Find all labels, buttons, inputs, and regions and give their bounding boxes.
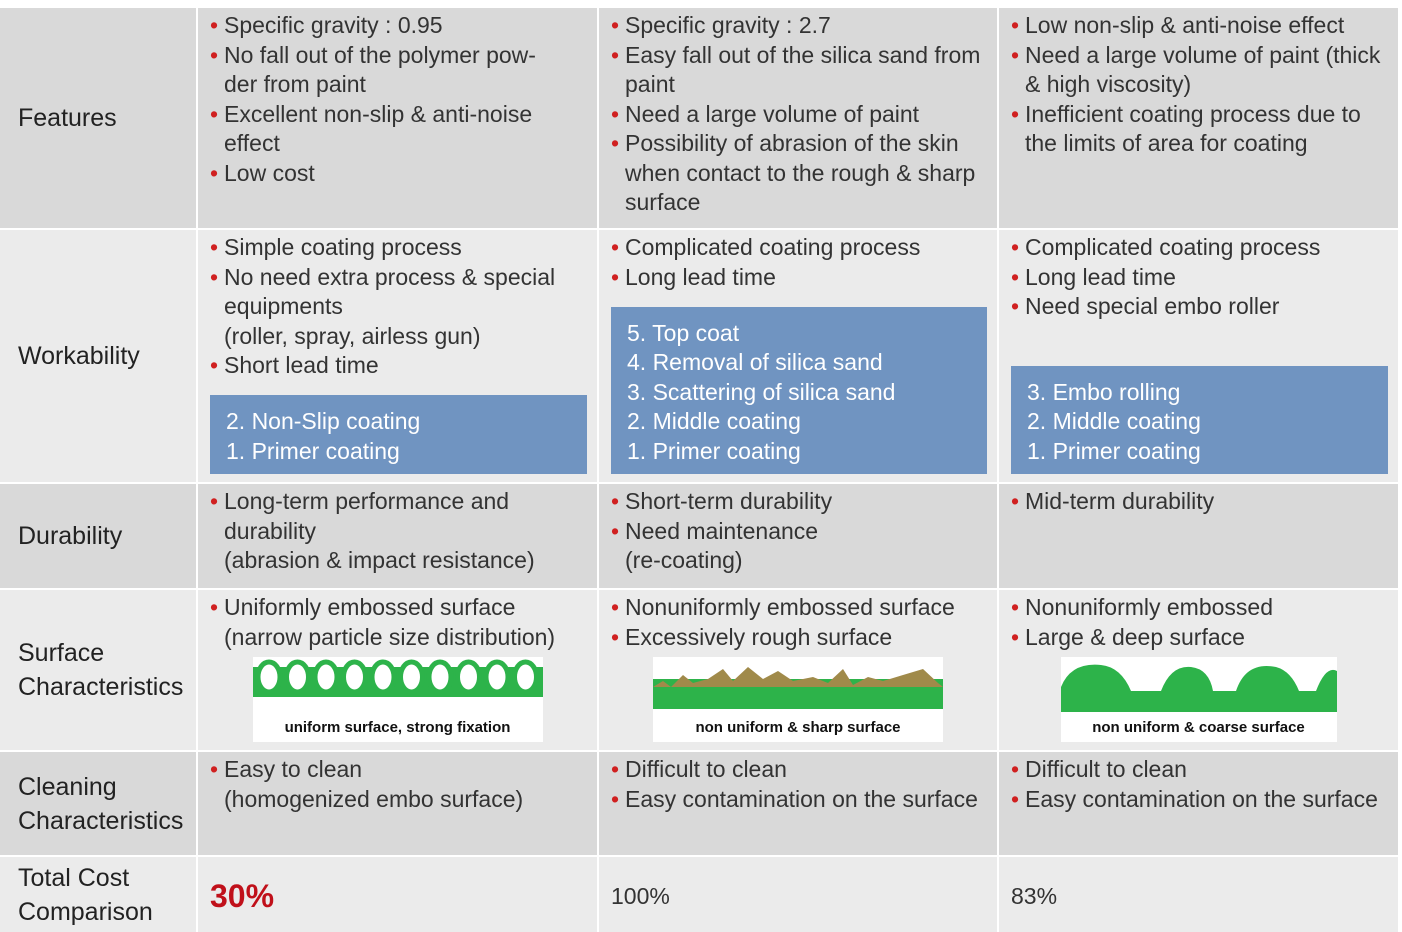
process-steps: 3. Embo rolling 2. Middle coating 1. Prime… — [1011, 365, 1388, 474]
process-step: 3. Scattering of silica sand — [627, 378, 896, 405]
bullet-item: Easy to clean (homogenized embo surface) — [210, 755, 587, 814]
process-step: 2. Middle coating — [1027, 408, 1201, 434]
cost-value: 30% — [210, 877, 275, 914]
surface-illustration: uniform surface, strong fixation — [252, 657, 543, 742]
bullet-item: Difficult to clean — [611, 755, 987, 785]
bullet-item: Specific gravity : 0.95 — [210, 11, 587, 41]
table-cell: Specific gravity : 2.7Easy fall out of t… — [599, 8, 997, 228]
process-step: 2. Middle coating — [627, 408, 801, 434]
table-cell: Mid-term durability — [999, 484, 1398, 588]
table-cell: Specific gravity : 0.95No fall out of th… — [198, 8, 597, 228]
table-cell: Short-term durabilityNeed maintenance (r… — [599, 484, 997, 588]
table-cell: Complicated coating processLong lead tim… — [999, 230, 1398, 482]
bullet-item: Uniformly embossed surface (narrow parti… — [210, 593, 587, 652]
surface-drawing — [1060, 664, 1337, 712]
process-step: 1. Primer coating — [627, 437, 801, 464]
table-cell: Difficult to cleanEasy contamination on … — [599, 752, 997, 855]
comparison-table: FeaturesSpecific gravity : 0.95No fall o… — [0, 8, 1398, 932]
bullet-item: Complicated coating process — [611, 233, 987, 263]
bullet-item: Short lead time — [210, 351, 587, 381]
bullet-item: Long lead time — [611, 263, 987, 293]
bullet-item: Excessively rough surface — [611, 623, 987, 653]
table-cell: Nonuniformly embossed surfaceExcessively… — [599, 590, 997, 750]
bullet-item: Low cost — [210, 159, 587, 189]
table-cell: Nonuniformly embossedLarge & deep surfac… — [999, 590, 1398, 750]
table-cell: 83% — [999, 857, 1398, 932]
process-step: 5. Top coat — [627, 319, 740, 346]
bullet-item: Mid-term durability — [1011, 487, 1388, 517]
table-cell: Low non-slip & anti-noise effectNeed a l… — [999, 8, 1398, 228]
process-step: 1. Primer coating — [226, 437, 400, 464]
table-cell: Simple coating processNo need extra proc… — [198, 230, 597, 482]
row-label: Workability — [0, 230, 196, 482]
row-label: Surface Characteristics — [0, 590, 196, 750]
row-label: Cleaning Characteristics — [0, 752, 196, 855]
bullet-item: Need maintenance (re-coating) — [611, 517, 987, 576]
bullet-item: Low non-slip & anti-noise effect — [1011, 11, 1388, 41]
bullet-item: Long lead time — [1011, 263, 1388, 293]
process-step: 2. Non-Slip coating — [226, 408, 421, 434]
surface-caption: non uniform & coarse surface — [1092, 719, 1305, 736]
surface-illustration: non uniform & coarse surface — [1060, 657, 1337, 742]
surface-caption: uniform surface, strong fixation — [284, 719, 511, 736]
bullet-item: Need a large volume of paint (thick & hi… — [1011, 41, 1388, 100]
bullet-item: Nonuniformly embossed — [1011, 593, 1388, 623]
surface-drawing — [653, 667, 943, 709]
table-cell: Difficult to cleanEasy contamination on … — [999, 752, 1398, 855]
bullet-item: Short-term durability — [611, 487, 987, 517]
surface-illustration: non uniform & sharp surface — [653, 657, 943, 742]
table-cell: 100% — [599, 857, 997, 932]
process-step: 3. Embo rolling — [1027, 378, 1181, 405]
table-cell: Complicated coating processLong lead tim… — [599, 230, 997, 482]
table-cell: Easy to clean (homogenized embo surface) — [198, 752, 597, 855]
bullet-item: Simple coating process — [210, 233, 587, 263]
process-step: 1. Primer coating — [1027, 437, 1201, 464]
bullet-item: Complicated coating process — [1011, 233, 1388, 263]
table-cell: Long-term performance and durability (ab… — [198, 484, 597, 588]
bullet-item: Inefficient coating process due to the l… — [1011, 100, 1388, 159]
bullet-item: Easy contamination on the surface — [611, 785, 987, 815]
bullet-item: Large & deep surface — [1011, 623, 1388, 653]
process-steps: 2. Non-Slip coating 1. Primer coating — [210, 395, 587, 474]
bullet-item: Long-term performance and durability (ab… — [210, 487, 587, 576]
table-cell: Uniformly embossed surface (narrow parti… — [198, 590, 597, 750]
row-label: Features — [0, 8, 196, 228]
surface-caption: non uniform & sharp surface — [695, 719, 901, 736]
row-label: Durability — [0, 484, 196, 588]
cost-value: 100% — [611, 882, 670, 909]
cost-value: 83% — [1011, 882, 1058, 909]
bullet-item: Easy fall out of the silica sand from pa… — [611, 41, 987, 100]
bullet-item: Need a large volume of paint — [611, 100, 987, 130]
bullet-item: Easy contamination on the surface — [1011, 785, 1388, 815]
row-label: Total Cost Comparison — [0, 857, 196, 932]
bullet-item: No need extra process & special equipmen… — [210, 263, 587, 352]
bullet-item: Need special embo roller — [1011, 292, 1388, 322]
bullet-item: Possibility of abrasion of the skin when… — [611, 129, 987, 218]
bullet-item: Nonuniformly embossed surface — [611, 593, 987, 623]
process-step: 4. Removal of silica sand — [627, 349, 883, 375]
surface-drawing — [252, 659, 543, 697]
table-cell: 30% — [198, 857, 597, 932]
bullet-item: Difficult to clean — [1011, 755, 1388, 785]
bullet-item: Excellent non-slip & anti-noise effect — [210, 100, 587, 159]
bullet-item: Specific gravity : 2.7 — [611, 11, 987, 41]
process-steps: 5. Top coat 4. Removal of silica sand 3. S… — [611, 306, 987, 474]
bullet-item: No fall out of the polymer pow- der from… — [210, 41, 587, 100]
